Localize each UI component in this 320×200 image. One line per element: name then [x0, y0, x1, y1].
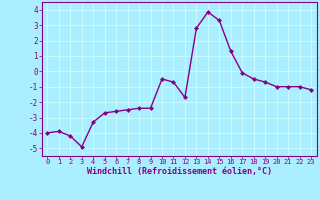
X-axis label: Windchill (Refroidissement éolien,°C): Windchill (Refroidissement éolien,°C) [87, 167, 272, 176]
